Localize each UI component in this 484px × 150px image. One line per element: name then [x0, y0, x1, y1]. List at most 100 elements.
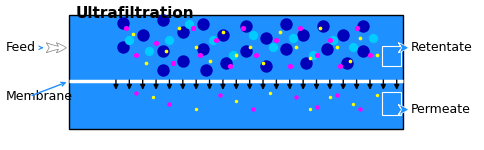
Point: [132, 54, 139, 56]
Point: [162, 50, 169, 53]
Point: [165, 39, 173, 41]
Point: [312, 105, 320, 108]
Point: [239, 27, 246, 30]
Point: [292, 46, 300, 48]
Point: [342, 62, 350, 64]
Point: [219, 31, 227, 33]
Point: [269, 46, 276, 48]
Point: [132, 92, 139, 94]
Point: [285, 65, 293, 68]
Point: [249, 108, 257, 110]
Point: [249, 34, 257, 36]
Point: [348, 103, 356, 105]
Point: [119, 46, 126, 48]
Point: [225, 65, 233, 68]
Point: [348, 46, 356, 48]
Point: [365, 54, 373, 56]
Point: [159, 69, 166, 71]
Point: [309, 54, 317, 56]
Point: [219, 34, 227, 36]
Point: [315, 27, 323, 30]
Point: [295, 27, 303, 30]
Point: [165, 103, 173, 105]
Point: [352, 27, 360, 30]
Point: [332, 46, 340, 48]
Point: [252, 54, 260, 56]
Point: [212, 39, 220, 41]
Point: [355, 36, 363, 39]
Point: [209, 39, 216, 41]
Point: [189, 27, 197, 30]
Bar: [69, 15, 403, 129]
Point: [192, 108, 199, 110]
Point: [242, 25, 250, 27]
Point: [142, 62, 150, 64]
Point: [222, 62, 230, 64]
Point: [355, 108, 363, 110]
Point: [138, 34, 146, 36]
Point: [119, 21, 126, 24]
Text: Membrane: Membrane: [6, 90, 73, 103]
Point: [192, 46, 199, 48]
Bar: [381, 46, 400, 66]
Point: [302, 62, 310, 64]
Point: [258, 62, 266, 64]
Point: [179, 59, 186, 62]
Point: [288, 36, 296, 39]
Point: [312, 54, 320, 56]
Point: [205, 59, 213, 62]
Text: Permeate: Permeate: [409, 103, 469, 116]
Point: [329, 39, 336, 41]
Point: [275, 31, 283, 33]
Point: [125, 39, 133, 41]
Point: [179, 31, 186, 33]
Point: [305, 57, 313, 60]
Point: [202, 69, 210, 71]
Point: [215, 94, 223, 96]
Point: [322, 48, 330, 50]
Point: [159, 50, 166, 53]
Point: [369, 36, 377, 39]
Text: Feed: Feed: [6, 41, 36, 54]
Point: [318, 25, 326, 27]
Point: [185, 23, 193, 25]
Point: [272, 39, 280, 41]
Point: [145, 50, 153, 53]
Point: [198, 48, 206, 50]
Point: [265, 92, 273, 94]
Point: [168, 62, 176, 64]
Point: [262, 36, 270, 39]
Point: [325, 39, 333, 41]
Point: [152, 42, 160, 45]
Point: [195, 54, 203, 56]
Text: Retentate: Retentate: [409, 41, 471, 54]
Point: [245, 46, 253, 48]
Point: [299, 34, 306, 36]
Point: [339, 34, 347, 36]
Point: [345, 59, 353, 62]
Point: [198, 23, 206, 25]
Point: [129, 33, 136, 35]
Point: [359, 25, 366, 27]
Bar: [381, 92, 400, 115]
Point: [159, 19, 166, 22]
Point: [149, 96, 156, 99]
Point: [332, 94, 340, 96]
Point: [122, 27, 130, 30]
Point: [175, 27, 183, 30]
Point: [372, 54, 380, 56]
Point: [242, 50, 250, 53]
Point: [232, 100, 240, 102]
Point: [325, 96, 333, 99]
Point: [335, 65, 343, 68]
Point: [282, 23, 290, 25]
Point: [282, 48, 290, 50]
Point: [372, 94, 380, 96]
Point: [292, 96, 300, 99]
Point: [359, 50, 366, 53]
Point: [232, 54, 240, 56]
Text: Ultrafiltration: Ultrafiltration: [75, 6, 194, 21]
Point: [305, 108, 313, 110]
Point: [262, 65, 270, 68]
Point: [228, 54, 236, 56]
